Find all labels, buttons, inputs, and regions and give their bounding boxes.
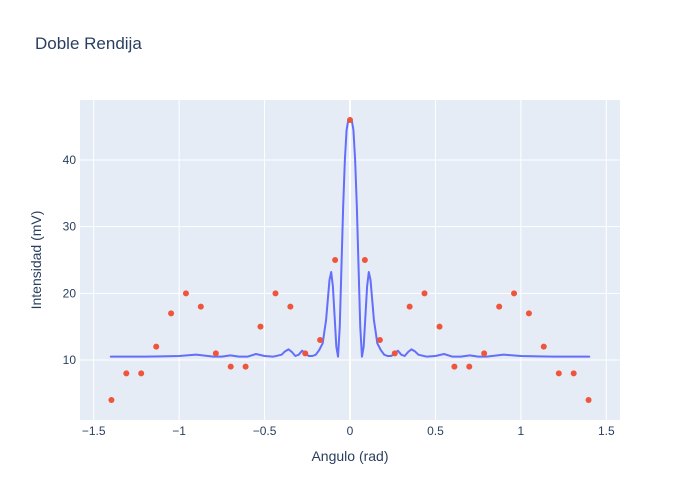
x-tick-label: −0.5 bbox=[253, 424, 277, 438]
data-point bbox=[496, 303, 503, 310]
x-tick-label: 1.5 bbox=[598, 424, 615, 438]
x-tick-label: 0.5 bbox=[427, 424, 444, 438]
data-point bbox=[317, 337, 324, 343]
data-point bbox=[540, 343, 547, 350]
data-point bbox=[376, 337, 383, 343]
data-point bbox=[555, 370, 562, 377]
data-point bbox=[197, 303, 204, 310]
data-point bbox=[466, 363, 473, 370]
data-point bbox=[182, 290, 189, 297]
x-axis-title: Angulo (rad) bbox=[311, 448, 388, 464]
data-point bbox=[123, 370, 130, 377]
data-point bbox=[168, 310, 175, 317]
data-point bbox=[451, 363, 458, 370]
x-tick-label: 0 bbox=[347, 424, 354, 438]
grid bbox=[80, 100, 620, 420]
data-point bbox=[391, 350, 398, 357]
data-point bbox=[272, 290, 279, 297]
y-tick-label: 40 bbox=[63, 153, 77, 167]
data-point bbox=[138, 370, 145, 377]
x-tick-label: −1.5 bbox=[82, 424, 106, 438]
data-point bbox=[287, 303, 294, 310]
data-point bbox=[302, 350, 309, 357]
data-point bbox=[212, 350, 219, 357]
y-tick-label: 30 bbox=[63, 220, 77, 234]
data-point bbox=[511, 290, 518, 297]
data-point bbox=[421, 290, 428, 297]
y-tick-label: 10 bbox=[63, 353, 77, 367]
data-point bbox=[153, 343, 160, 350]
data-point bbox=[585, 397, 592, 403]
x-tick-label: −1 bbox=[172, 424, 186, 438]
data-point bbox=[347, 117, 353, 123]
data-point bbox=[570, 370, 577, 377]
y-tick-label: 20 bbox=[63, 286, 77, 300]
x-tick-label: 1 bbox=[518, 424, 525, 438]
data-point bbox=[481, 350, 488, 357]
data-point bbox=[436, 323, 443, 330]
data-point bbox=[227, 363, 234, 370]
data-point bbox=[361, 257, 368, 263]
y-axis-title: Intensidad (mV) bbox=[28, 211, 44, 310]
marker-series bbox=[108, 117, 592, 403]
tick-labels: −1.5 −1 −0.5 0 0.5 1 1.5 10 20 30 40 bbox=[63, 153, 615, 438]
data-point bbox=[257, 323, 264, 330]
data-point bbox=[525, 310, 532, 317]
data-point bbox=[108, 397, 115, 403]
data-point bbox=[332, 257, 339, 263]
chart-title: Doble Rendija bbox=[35, 34, 142, 53]
data-point bbox=[406, 303, 413, 310]
data-point bbox=[242, 363, 249, 370]
